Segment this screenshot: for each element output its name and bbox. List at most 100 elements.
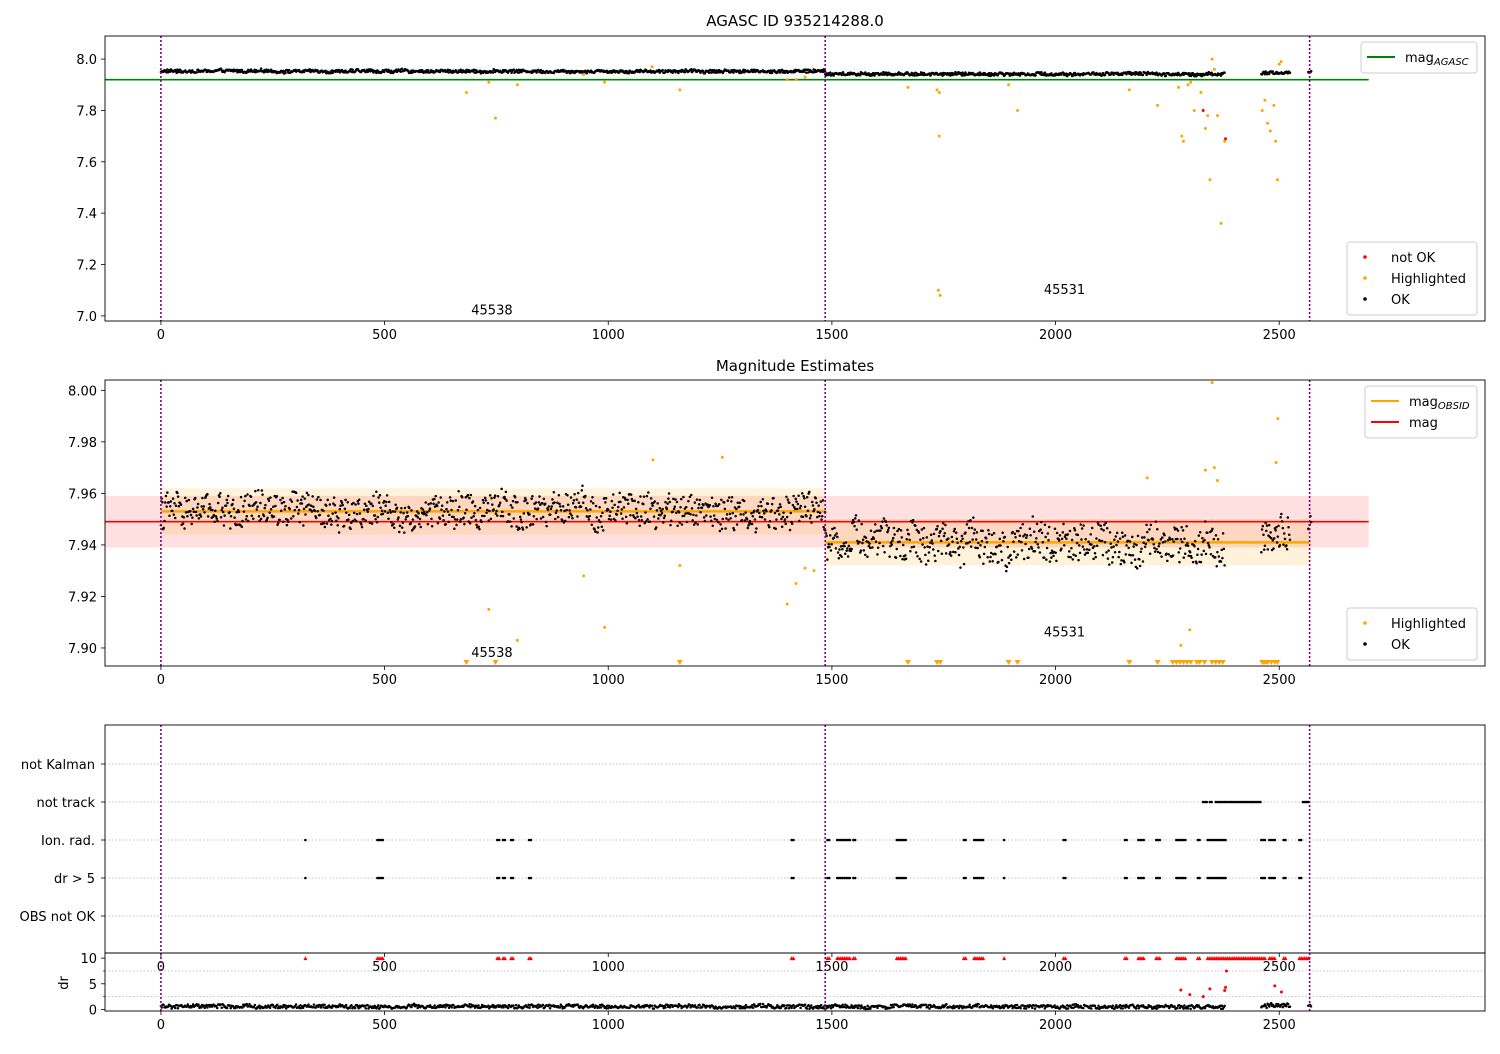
- ok-point: [245, 515, 249, 518]
- ok-point: [1095, 537, 1098, 540]
- flag-point: [1282, 876, 1286, 880]
- ok-point: [600, 525, 604, 528]
- ok-point: [221, 506, 224, 510]
- flag-point: [1137, 838, 1140, 842]
- ok-point: [843, 552, 847, 556]
- ok-point: [457, 489, 460, 493]
- ok-point: [947, 537, 950, 540]
- ok-point: [1223, 564, 1226, 567]
- highlighted-point: [1127, 88, 1131, 92]
- ok-point: [182, 516, 186, 519]
- ok-point: [515, 525, 518, 528]
- ok-point: [458, 505, 461, 509]
- ok-point: [1309, 70, 1313, 73]
- ok-point: [243, 499, 246, 503]
- flag-point: [1213, 838, 1217, 842]
- ok-point: [512, 1004, 515, 1007]
- ok-point: [575, 498, 578, 501]
- ok-point: [983, 545, 987, 549]
- ok-point: [1082, 1006, 1085, 1010]
- highlighted-point: [936, 288, 940, 292]
- ok-point: [687, 499, 690, 503]
- ok-point: [1096, 521, 1100, 524]
- ok-point: [257, 515, 261, 518]
- obsid-label: 45538: [471, 646, 512, 661]
- ok-point: [478, 506, 482, 510]
- ok-point: [1203, 1006, 1207, 1010]
- ok-point: [323, 525, 327, 529]
- ok-point: [891, 536, 895, 540]
- ok-point: [259, 67, 263, 70]
- x-tick-label: 2000: [1039, 1018, 1072, 1033]
- flag-point: [379, 876, 383, 880]
- clipped-dr-marker: [380, 956, 385, 961]
- ok-point: [753, 518, 757, 521]
- plot-frame: [104, 35, 1486, 322]
- ok-point: [703, 519, 707, 523]
- ok-point: [279, 498, 282, 502]
- flag-point: [790, 876, 793, 880]
- ok-point: [997, 560, 1000, 564]
- ok-point: [1029, 534, 1032, 537]
- ok-point: [302, 524, 305, 527]
- ok-point: [1285, 1005, 1288, 1008]
- ok-point: [1060, 547, 1063, 550]
- ok-point: [164, 494, 168, 498]
- ok-point: [980, 539, 984, 543]
- ok-point: [655, 509, 659, 512]
- ok-point: [330, 1006, 334, 1010]
- ok-point: [905, 538, 909, 541]
- clipped-dr-marker: [1141, 956, 1146, 961]
- flag-point: [852, 838, 855, 842]
- ok-point: [254, 489, 257, 493]
- ok-point: [606, 1006, 610, 1010]
- ok-point: [782, 511, 785, 514]
- ok-point: [783, 518, 787, 521]
- ok-point: [1130, 535, 1134, 539]
- highlighted-point: [1192, 108, 1196, 112]
- below-axis-marker: [1154, 660, 1161, 665]
- ok-point: [999, 544, 1002, 547]
- y-tick-label: 10: [80, 952, 97, 967]
- flag-point: [1064, 838, 1067, 842]
- ok-point: [241, 504, 245, 508]
- ok-point: [650, 1004, 654, 1007]
- ok-point: [206, 492, 209, 496]
- ok-point: [949, 554, 953, 557]
- ok-point: [511, 506, 514, 509]
- ok-point: [1027, 556, 1030, 560]
- ok-point: [810, 521, 813, 524]
- flag-point: [376, 838, 379, 842]
- flag-point: [1299, 838, 1303, 842]
- ok-point: [730, 496, 734, 499]
- ok-point: [294, 491, 298, 495]
- ok-point: [976, 546, 979, 550]
- ok-point: [682, 495, 685, 499]
- ok-point: [512, 517, 516, 520]
- ok-point: [244, 494, 247, 498]
- ok-point: [488, 494, 492, 497]
- ok-point: [567, 515, 571, 519]
- flag-point: [1298, 838, 1301, 842]
- ok-point: [1040, 531, 1044, 535]
- ok-point: [493, 494, 497, 497]
- ok-point: [529, 523, 533, 526]
- legend-dot-swatch: [1363, 276, 1367, 280]
- ok-point: [955, 537, 959, 540]
- ok-point: [866, 1004, 869, 1008]
- ok-point: [722, 501, 726, 504]
- ok-point: [621, 517, 624, 521]
- flag-point: [1198, 876, 1201, 880]
- ok-point: [484, 499, 488, 502]
- ok-point: [221, 510, 225, 514]
- highlighted-point: [720, 455, 724, 459]
- ok-point: [1023, 533, 1027, 536]
- ok-point: [176, 491, 179, 495]
- ok-point: [922, 71, 926, 75]
- ok-point: [738, 501, 742, 505]
- x-tick-label: 1000: [592, 960, 625, 975]
- ok-point: [426, 68, 430, 72]
- ok-point: [211, 508, 214, 512]
- ok-point: [626, 498, 629, 502]
- ok-point: [403, 531, 406, 534]
